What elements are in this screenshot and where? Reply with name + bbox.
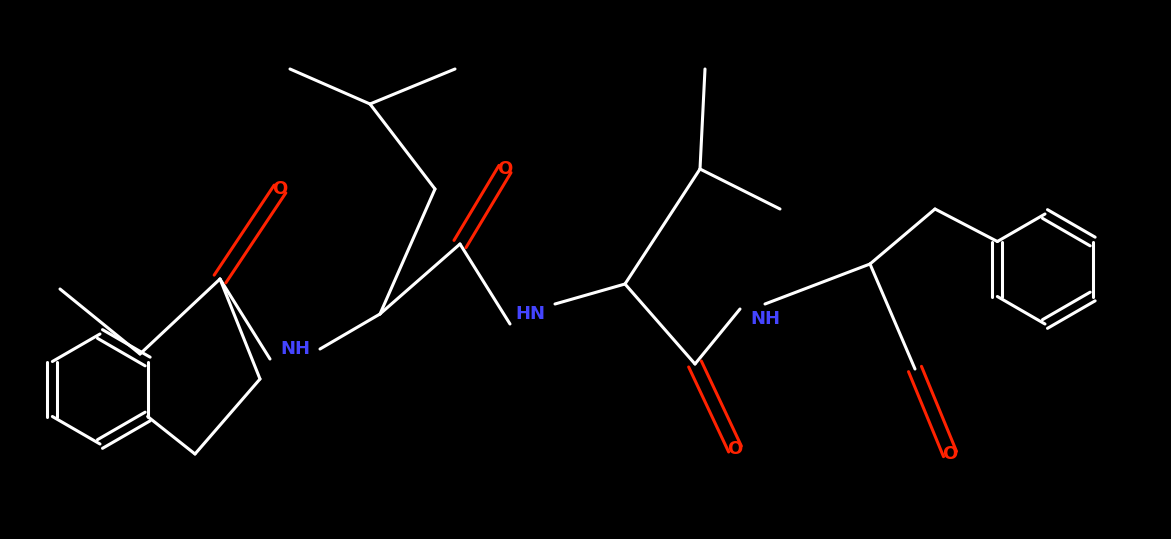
Text: NH: NH bbox=[280, 340, 310, 358]
Text: O: O bbox=[727, 440, 742, 458]
Text: NH: NH bbox=[749, 310, 780, 328]
Text: O: O bbox=[273, 180, 288, 198]
Text: O: O bbox=[498, 160, 513, 178]
Text: HN: HN bbox=[515, 305, 545, 323]
Text: O: O bbox=[943, 445, 958, 463]
